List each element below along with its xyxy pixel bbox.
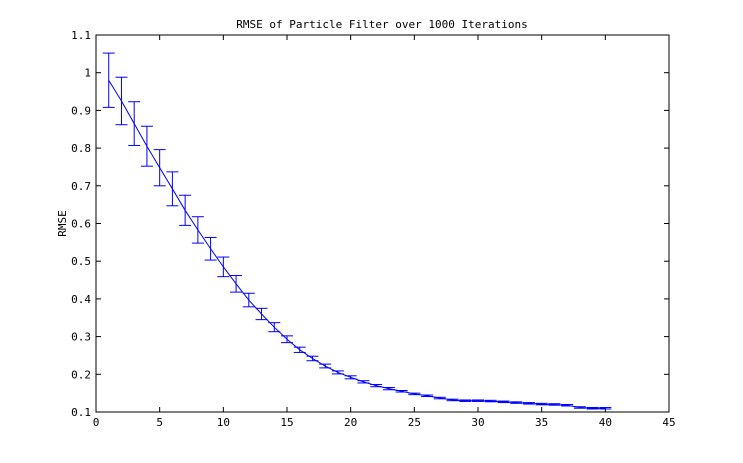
error-bar-0-1 <box>115 76 128 126</box>
error-bar-0-25 <box>421 394 434 398</box>
error-bar-0-17 <box>319 363 332 369</box>
y-tick-label-1: 0.2 <box>71 368 91 381</box>
error-bar-0-3 <box>140 125 153 167</box>
x-tick-label-3: 15 <box>280 416 293 429</box>
error-bar-0-5 <box>166 171 179 207</box>
error-bar-0-29 <box>472 399 484 402</box>
y-tick-label-7: 0.8 <box>71 142 91 155</box>
error-bar-0-6 <box>179 194 192 226</box>
y-tick-label-4: 0.5 <box>71 255 91 268</box>
error-bar-0-21 <box>370 383 383 388</box>
x-tick-label-4: 20 <box>344 416 357 429</box>
error-bar-0-19 <box>344 375 357 380</box>
error-bar-0-18 <box>331 370 344 375</box>
y-tick-label-9: 1 <box>84 67 91 80</box>
error-bar-0-8 <box>204 236 217 261</box>
error-bar-0-30 <box>484 399 497 403</box>
error-bar-0-11 <box>242 292 255 308</box>
error-bar-0-38 <box>586 406 599 410</box>
x-tick-label-0: 0 <box>93 416 100 429</box>
error-bar-0-14 <box>281 335 293 344</box>
series-line-0 <box>108 79 606 409</box>
plot-area <box>95 34 670 413</box>
chart-title: RMSE of Particle Filter over 1000 Iterat… <box>236 18 527 31</box>
error-bar-0-22 <box>382 386 395 391</box>
y-tick-label-10: 1.1 <box>71 29 91 42</box>
y-tick-label-8: 0.9 <box>71 104 91 117</box>
error-bar-0-36 <box>561 403 574 407</box>
x-tick-label-9: 45 <box>662 416 675 429</box>
x-tick-label-1: 5 <box>156 416 163 429</box>
error-bar-0-20 <box>357 380 370 384</box>
error-bar-0-10 <box>230 275 243 293</box>
x-tick-label-8: 40 <box>599 416 612 429</box>
x-tick-label-2: 10 <box>217 416 230 429</box>
y-tick-label-6: 0.7 <box>71 180 91 193</box>
error-bar-0-9 <box>217 256 230 278</box>
error-bar-0-37 <box>573 406 586 409</box>
error-bar-0-13 <box>268 322 281 333</box>
error-bar-0-15 <box>293 346 306 353</box>
x-axis: 0 5 10 15 20 25 30 35 40 45 <box>93 35 676 429</box>
error-bar-0-31 <box>497 400 510 404</box>
error-bar-0-4 <box>153 149 166 187</box>
y-axis: 0.1 0.2 0.3 0.4 0.5 0.6 0.7 0.8 0.9 1 1.1 <box>71 29 669 419</box>
x-tick-label-7: 35 <box>535 416 548 429</box>
error-bar-0-39 <box>599 406 612 410</box>
y-tick-label-5: 0.6 <box>71 218 91 231</box>
y-axis-label: RMSE <box>56 210 69 237</box>
error-bar-0-16 <box>306 355 319 362</box>
error-bar-0-12 <box>255 307 268 321</box>
x-tick-label-6: 30 <box>471 416 484 429</box>
error-bar-0-33 <box>522 402 535 405</box>
error-bar-0-35 <box>548 403 561 406</box>
error-bar-0-23 <box>395 390 408 393</box>
error-bar-0-28 <box>459 399 472 402</box>
y-tick-label-2: 0.3 <box>71 331 91 344</box>
y-tick-label-3: 0.4 <box>71 293 91 306</box>
error-bar-0-26 <box>433 396 446 400</box>
error-bar-0-0 <box>102 52 115 108</box>
x-tick-label-5: 25 <box>408 416 421 429</box>
error-bar-0-24 <box>408 392 421 396</box>
error-bar-0-7 <box>191 216 204 244</box>
error-bar-0-32 <box>510 401 523 404</box>
error-bar-0-2 <box>128 101 141 146</box>
y-tick-label-0: 0.1 <box>71 406 91 419</box>
error-bar-0-27 <box>446 398 459 402</box>
series-layer <box>102 52 612 410</box>
error-bar-0-34 <box>535 402 548 406</box>
